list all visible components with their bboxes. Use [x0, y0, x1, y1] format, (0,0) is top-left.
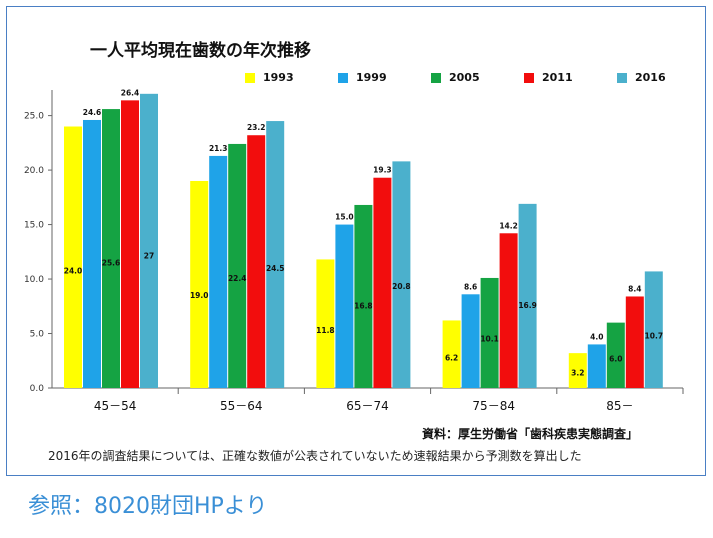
data-label-1993-2: 11.8 [316, 326, 335, 335]
y-tick-label: 15.0 [24, 221, 44, 231]
legend-label-2016: 2016 [635, 71, 666, 84]
y-tick-label: 20.0 [24, 166, 44, 176]
data-label-2016-4: 10.7 [645, 332, 664, 341]
bar-2005-3 [480, 277, 499, 388]
legend-swatch-1999 [338, 72, 348, 83]
data-label-1999-2: 15.0 [335, 213, 354, 222]
legend-label-2011: 2011 [542, 71, 573, 84]
data-label-2005-0: 25.6 [102, 258, 121, 267]
legend-swatch-2016 [617, 72, 627, 83]
data-label-1993-3: 6.2 [445, 354, 458, 363]
chart-legend: 1993 1999 2005 2011 2016 [245, 71, 710, 84]
bar-1999-1 [209, 155, 228, 388]
bar-1999-0 [83, 119, 101, 388]
bar-2011-1 [247, 135, 266, 388]
legend-item-1993: 1993 [245, 71, 338, 84]
y-tick-label: 10.0 [24, 275, 44, 285]
bar-1993-2 [316, 259, 335, 388]
data-label-1999-1: 21.3 [209, 144, 228, 153]
bar-2011-0 [121, 100, 139, 388]
bar-2005-2 [354, 204, 373, 388]
data-label-2016-3: 16.9 [518, 301, 537, 310]
legend-swatch-1993 [245, 72, 255, 83]
legend-item-2011: 2011 [524, 71, 617, 84]
data-label-2011-2: 19.3 [373, 166, 392, 175]
x-category-label: 65－74 [346, 399, 389, 413]
bar-2011-4 [625, 296, 644, 388]
data-label-1993-4: 3.2 [571, 368, 584, 377]
footnote: 2016年の調査結果については、正確な数値が公表されていないため速報結果から予測… [48, 449, 582, 463]
x-category-label: 45－54 [94, 399, 137, 413]
legend-item-1999: 1999 [338, 71, 431, 84]
legend-swatch-2005 [431, 72, 441, 83]
bar-1993-0 [64, 126, 82, 389]
y-tick-label: 0.0 [30, 384, 45, 394]
bar-2011-2 [373, 177, 392, 388]
x-category-label: 75－84 [472, 399, 515, 413]
data-label-1999-0: 24.6 [83, 108, 102, 117]
chart-title: 一人平均現在歯数の年次推移 [90, 41, 311, 61]
bar-1993-1 [190, 180, 209, 388]
legend-item-2016: 2016 [617, 71, 710, 84]
data-label-2005-4: 6.0 [609, 355, 622, 364]
bar-1999-4 [587, 344, 606, 388]
source-note: 資料：厚生労働省「歯科疾患実態調査」 [422, 427, 639, 441]
data-label-2011-1: 23.2 [247, 123, 266, 132]
legend-item-2005: 2005 [431, 71, 524, 84]
data-label-2005-1: 22.4 [228, 274, 247, 283]
data-label-2011-3: 14.2 [499, 221, 518, 230]
legend-label-1999: 1999 [356, 71, 387, 84]
bar-2005-1 [228, 143, 247, 388]
bar-2005-0 [102, 109, 120, 389]
bar-2016-2 [392, 161, 411, 388]
legend-label-1993: 1993 [263, 71, 294, 84]
reference-caption: 参照：8020財団HPより [28, 494, 268, 519]
data-label-1993-1: 19.0 [190, 291, 209, 300]
x-category-label: 55－64 [220, 399, 263, 413]
x-category-label: 85－ [606, 399, 633, 413]
bar-1999-2 [335, 224, 354, 388]
bar-1993-4 [568, 353, 587, 388]
data-label-1999-4: 4.0 [590, 332, 603, 341]
data-label-2005-2: 16.8 [354, 302, 373, 311]
legend-label-2005: 2005 [449, 71, 480, 84]
bar-1999-3 [461, 294, 480, 388]
bar-2016-1 [266, 121, 285, 389]
data-label-2016-1: 24.5 [266, 264, 285, 273]
bar-1993-3 [442, 320, 461, 388]
data-label-1999-3: 8.6 [464, 282, 477, 291]
bar-2016-3 [518, 203, 537, 388]
data-label-2005-3: 10.1 [480, 334, 499, 343]
bar-2016-0 [140, 93, 158, 388]
bar-2005-4 [606, 322, 625, 388]
legend-swatch-2011 [524, 72, 534, 83]
y-tick-label: 5.0 [30, 330, 45, 340]
bar-2016-4 [644, 271, 663, 388]
bar-2011-3 [499, 233, 518, 388]
data-label-2016-0: 27 [144, 252, 154, 261]
data-label-1993-0: 24.0 [64, 266, 83, 275]
data-label-2011-0: 26.4 [121, 88, 140, 97]
data-label-2011-4: 8.4 [628, 284, 641, 293]
y-tick-label: 25.0 [24, 112, 44, 122]
data-label-2016-2: 20.8 [392, 282, 411, 291]
